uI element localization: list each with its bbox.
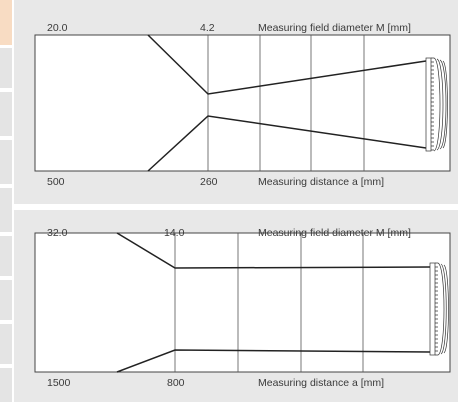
diagram-1-drawing [34, 34, 451, 172]
measuring-field-diagram-1: 20.0 4.2 Measuring field diameter M [mm]… [14, 0, 458, 204]
edge-cell [0, 368, 12, 402]
near-distance-label: 260 [200, 176, 218, 188]
diagram-2-drawing [34, 232, 451, 373]
distance-axis-title: Measuring distance a [mm] [258, 377, 385, 389]
edge-accent [0, 0, 12, 45]
distance-axis-title: Measuring distance a [mm] [258, 176, 385, 188]
page-edge-strip [0, 0, 14, 402]
beam-upper-edge [147, 34, 427, 95]
beam-upper-edge [116, 232, 431, 269]
edge-cell [0, 236, 12, 276]
far-distance-label: 1500 [47, 377, 71, 389]
far-distance-label: 500 [47, 176, 65, 188]
plot-area [34, 34, 451, 172]
plot-area [34, 232, 451, 373]
near-diameter-label: 4.2 [200, 22, 215, 34]
beam-lower-edge [116, 349, 431, 373]
edge-cell [0, 280, 12, 320]
far-diameter-label: 20.0 [47, 22, 68, 34]
edge-cell [0, 48, 12, 88]
far-diameter-label: 32.0 [47, 227, 68, 239]
diameter-axis-title: Measuring field diameter M [mm] [258, 227, 411, 239]
lens-icon [429, 262, 449, 356]
measuring-field-diagram-2: 32.0 14.0 Measuring field diameter M [mm… [14, 210, 458, 402]
lens-icon [425, 57, 448, 152]
edge-cell [0, 324, 12, 364]
diameter-axis-title: Measuring field diameter M [mm] [258, 22, 411, 34]
edge-cell [0, 188, 12, 232]
near-diameter-label: 14.0 [164, 227, 185, 239]
edge-cell [0, 140, 12, 184]
near-distance-label: 800 [167, 377, 185, 389]
edge-cell [0, 92, 12, 136]
beam-lower-edge [147, 115, 427, 172]
